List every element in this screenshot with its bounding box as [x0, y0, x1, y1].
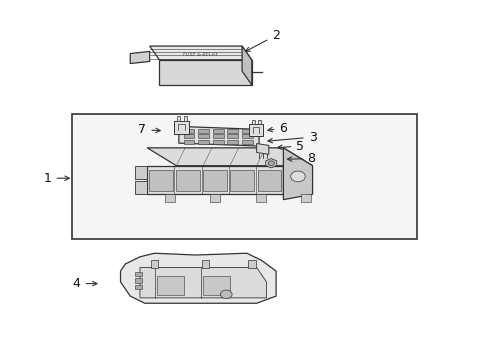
Circle shape: [220, 290, 232, 298]
Bar: [183, 134, 194, 138]
Bar: [135, 278, 142, 283]
Bar: [227, 140, 238, 144]
Bar: [212, 134, 223, 138]
Polygon shape: [265, 158, 276, 168]
Bar: [157, 276, 183, 296]
Polygon shape: [130, 51, 149, 64]
Bar: [183, 129, 194, 133]
Bar: [258, 120, 261, 124]
Bar: [198, 134, 208, 138]
Bar: [203, 276, 229, 296]
Text: FUSE & RELAY: FUSE & RELAY: [183, 53, 218, 58]
Polygon shape: [149, 46, 251, 60]
Polygon shape: [179, 126, 259, 146]
Bar: [249, 124, 263, 136]
Bar: [230, 170, 254, 192]
Bar: [242, 140, 252, 144]
Polygon shape: [159, 60, 251, 85]
Polygon shape: [283, 148, 312, 200]
Polygon shape: [256, 144, 268, 154]
Bar: [176, 170, 200, 192]
Bar: [174, 121, 188, 134]
Polygon shape: [135, 166, 147, 179]
Bar: [255, 194, 265, 202]
Bar: [247, 260, 255, 267]
Text: 6: 6: [267, 122, 287, 135]
Bar: [201, 260, 209, 267]
Bar: [203, 170, 226, 192]
Circle shape: [267, 161, 274, 166]
Text: 5: 5: [277, 140, 304, 153]
Bar: [212, 140, 223, 144]
Text: 4: 4: [73, 277, 97, 290]
Bar: [198, 140, 208, 144]
Bar: [257, 170, 281, 192]
Bar: [242, 134, 252, 138]
Bar: [72, 114, 416, 239]
Text: 3: 3: [267, 131, 316, 144]
Text: 8: 8: [287, 152, 315, 165]
Text: 1: 1: [43, 172, 69, 185]
Polygon shape: [242, 46, 251, 85]
Bar: [148, 170, 172, 192]
Bar: [150, 260, 158, 267]
Polygon shape: [120, 253, 276, 303]
Bar: [212, 129, 223, 133]
Polygon shape: [147, 166, 283, 194]
Bar: [135, 285, 142, 289]
Polygon shape: [135, 181, 147, 194]
Polygon shape: [140, 267, 266, 298]
Bar: [251, 120, 254, 124]
Circle shape: [290, 171, 305, 182]
Bar: [227, 134, 238, 138]
Bar: [210, 194, 220, 202]
Bar: [301, 194, 310, 202]
Bar: [135, 272, 142, 276]
Text: 2: 2: [245, 29, 280, 51]
Bar: [198, 129, 208, 133]
Bar: [165, 194, 174, 202]
Bar: [242, 129, 252, 133]
Text: 7: 7: [138, 123, 160, 136]
Bar: [177, 116, 180, 121]
Bar: [183, 140, 194, 144]
Polygon shape: [147, 148, 312, 166]
Bar: [227, 129, 238, 133]
Bar: [183, 116, 187, 121]
